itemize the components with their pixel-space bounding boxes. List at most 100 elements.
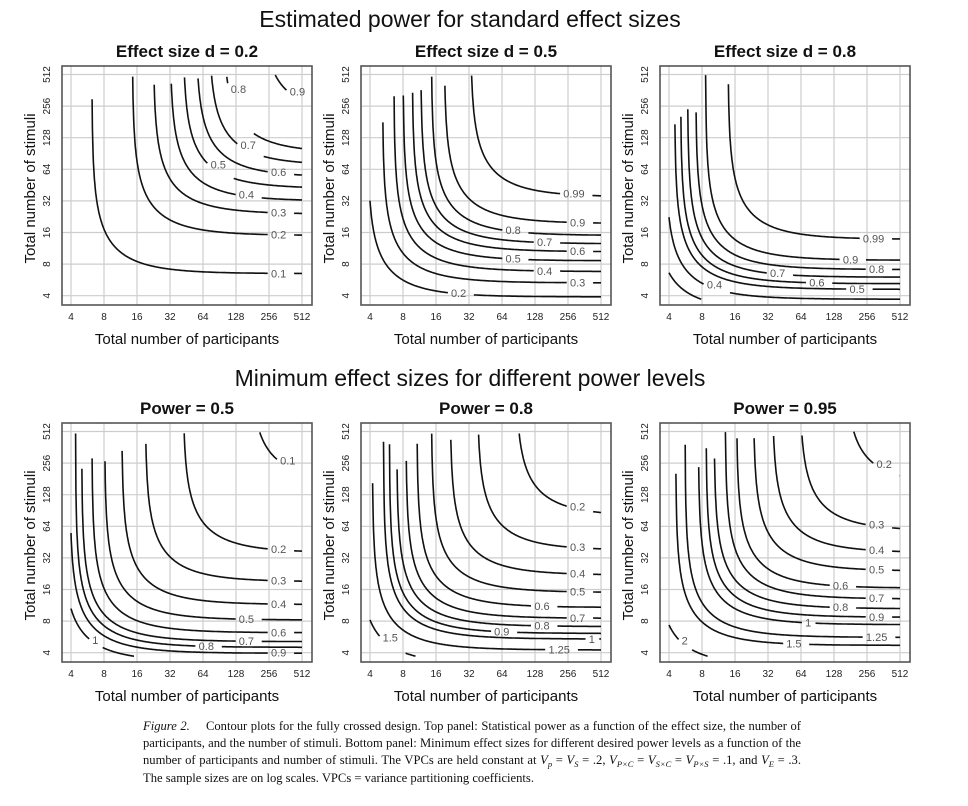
x-tick-label: 512: [593, 312, 610, 323]
x-tick-label: 8: [699, 312, 705, 323]
contour-label: 0.8: [199, 641, 214, 653]
contour-label: 1.5: [786, 638, 801, 650]
y-axis-label: Total number of stimuli: [321, 470, 338, 620]
caption-text: = .1, and: [708, 753, 762, 768]
y-axis-label: Total number of stimuli: [620, 113, 637, 263]
contour-label: 0.6: [534, 601, 549, 613]
x-tick-label: 256: [560, 312, 577, 323]
contour-label: 0.9: [271, 648, 286, 660]
x-tick-label: 8: [699, 669, 705, 680]
contour-line: [430, 433, 601, 593]
plot-frame: [659, 422, 911, 663]
x-tick-label: 64: [197, 669, 209, 680]
y-tick-label: 512: [341, 423, 352, 440]
x-tick-label: 256: [859, 669, 876, 680]
contour-label: 0.6: [570, 246, 585, 258]
plot-frame: [360, 422, 612, 663]
y-tick-label: 256: [42, 454, 53, 471]
contour-label: 0.5: [505, 253, 520, 265]
bottom-figure-title: Minimum effect sizes for different power…: [235, 365, 706, 391]
y-tick-label: 4: [42, 649, 53, 655]
contour-label: 0.7: [869, 593, 884, 605]
contour-label: 0.9: [869, 612, 884, 624]
x-tick-label: 4: [367, 669, 373, 680]
x-tick-label: 16: [131, 312, 143, 323]
contour-line: [853, 431, 901, 477]
contour-label: 0.4: [239, 190, 254, 202]
contour-line: [668, 624, 708, 657]
contour-label: 0.7: [239, 636, 254, 648]
contour-label: 0.9: [494, 626, 509, 638]
y-tick-label: 8: [341, 261, 352, 267]
x-tick-label: 4: [68, 669, 74, 680]
contour-label: 0.7: [570, 613, 585, 625]
contour-label: 0.8: [231, 84, 246, 96]
contour-line: [470, 75, 601, 197]
y-tick-label: 4: [42, 292, 53, 298]
y-tick-label: 128: [42, 129, 53, 146]
contour-label: 0.3: [570, 542, 585, 554]
caption-variable: Vp: [540, 753, 553, 770]
contour-label: 0.1: [280, 455, 295, 467]
contour-label: 0.2: [271, 230, 286, 242]
y-tick-label: 256: [640, 97, 651, 114]
contour-line: [153, 84, 302, 215]
contour-label: 0.4: [537, 266, 552, 278]
y-tick-label: 64: [640, 520, 651, 532]
contour-line: [104, 461, 302, 621]
contour-line: [183, 77, 302, 188]
contour-line: [687, 109, 900, 278]
caption-text: = .2,: [578, 753, 610, 768]
x-tick-label: 128: [527, 312, 544, 323]
contour-label: 0.6: [271, 167, 286, 179]
contour-line: [226, 76, 302, 150]
y-tick-label: 16: [640, 227, 651, 239]
x-tick-label: 8: [400, 669, 406, 680]
contour-label: 1: [805, 618, 811, 630]
contour-line: [70, 532, 302, 654]
contour-label: 0.7: [241, 140, 256, 152]
x-tick-label: 128: [228, 669, 245, 680]
contour-label: 0.9: [290, 86, 305, 98]
contour-line: [477, 434, 602, 550]
caption-variable: VP×C: [609, 753, 634, 770]
x-tick-label: 32: [762, 312, 774, 323]
x-tick-label: 64: [795, 312, 807, 323]
contour-label: 0.5: [869, 564, 884, 576]
contour-line: [772, 435, 900, 553]
contour-line: [210, 75, 303, 164]
x-tick-label: 32: [164, 669, 176, 680]
x-tick-label: 16: [729, 669, 741, 680]
x-tick-label: 512: [593, 669, 610, 680]
y-tick-label: 16: [42, 227, 53, 239]
contour-line: [131, 76, 302, 236]
x-tick-label: 256: [261, 669, 278, 680]
y-tick-label: 8: [42, 261, 53, 267]
x-tick-label: 4: [68, 312, 74, 323]
y-tick-label: 256: [341, 97, 352, 114]
y-tick-label: 16: [341, 227, 352, 239]
contour-label: 1.25: [549, 645, 570, 657]
contour-line: [697, 467, 900, 626]
x-tick-label: 4: [666, 312, 672, 323]
y-tick-label: 16: [42, 584, 53, 596]
y-tick-label: 512: [42, 66, 53, 83]
contour-line: [197, 78, 303, 176]
caption-text: =: [633, 753, 648, 768]
x-tick-label: 16: [430, 669, 442, 680]
y-tick-label: 256: [640, 454, 651, 471]
contour-line: [430, 76, 601, 236]
x-tick-label: 512: [892, 669, 909, 680]
contour-line: [705, 448, 900, 618]
contour-line: [121, 450, 302, 606]
panel-title: Power = 0.8: [439, 399, 533, 418]
contour-label: 0.5: [239, 614, 254, 626]
contour-line: [736, 438, 900, 589]
panels: Effect size d = 0.24 8 16 32 64 128 256 5124816…: [22, 42, 911, 705]
y-tick-label: 64: [640, 163, 651, 175]
x-axis-label: Total number of participants: [394, 331, 578, 348]
y-tick-label: 32: [640, 195, 651, 207]
y-tick-label: 256: [42, 97, 53, 114]
top-figure-title: Estimated power for standard effect size…: [259, 6, 680, 32]
caption-variable: VP×S: [685, 753, 709, 770]
